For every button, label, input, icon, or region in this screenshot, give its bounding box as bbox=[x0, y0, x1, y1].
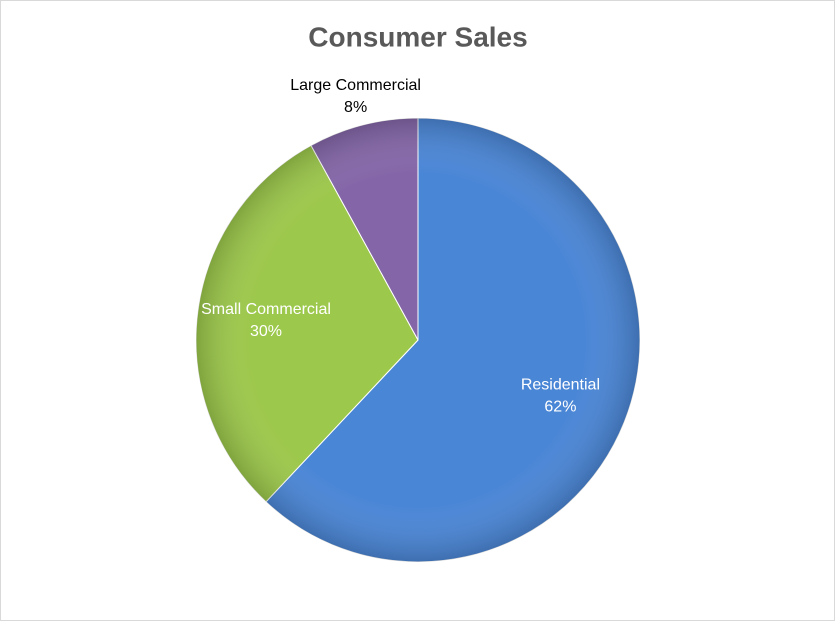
slice-label: Large Commercial bbox=[290, 77, 421, 94]
value-label: 62% bbox=[544, 399, 576, 416]
labels: Residential 62% Small Commercial 30% Large C… bbox=[201, 77, 600, 415]
slice-label: Residential bbox=[521, 377, 600, 394]
value-label: 8% bbox=[344, 99, 367, 116]
slice-label: Small Commercial bbox=[201, 301, 331, 318]
chart-title: Consumer Sales bbox=[308, 21, 527, 52]
value-label: 30% bbox=[250, 323, 282, 340]
